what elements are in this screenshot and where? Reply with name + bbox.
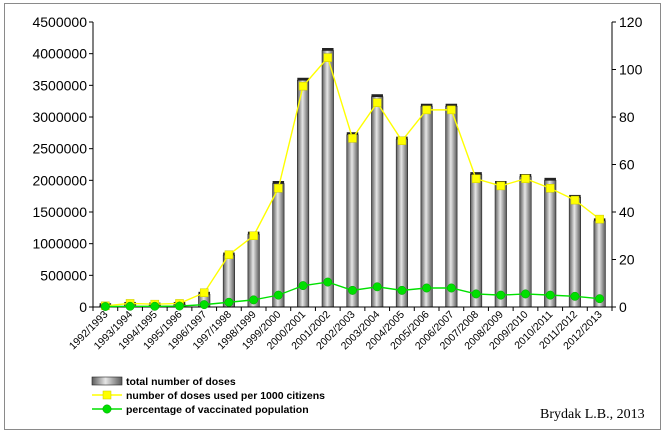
series-point-1 — [199, 288, 209, 297]
right-tick-label: 40 — [619, 204, 635, 220]
bar-2010/2011 — [544, 180, 557, 308]
credit-text: Brydak L.B., 2013 — [540, 407, 645, 422]
right-tick-label: 60 — [619, 157, 635, 173]
series-point-2 — [175, 301, 184, 311]
series-point-2 — [199, 300, 209, 310]
series-point-1 — [595, 214, 604, 224]
legend-label-bar: total number of doses — [126, 376, 236, 388]
bar-2008/2009 — [494, 183, 507, 308]
bar-cap-2006/2007 — [445, 103, 458, 107]
bar-cap-2001/2002 — [322, 48, 334, 51]
bar-2001/2002 — [321, 50, 334, 308]
series-point-2 — [249, 295, 259, 305]
left-tick-label: 1500000 — [32, 204, 87, 220]
bar-cap-2010/2011 — [544, 177, 556, 181]
series-point-2 — [595, 294, 605, 304]
series-point-1 — [249, 231, 258, 240]
left-tick-label: 4500000 — [32, 14, 87, 30]
series-point-1 — [274, 184, 283, 193]
series-point-1 — [570, 195, 580, 205]
right-tick-label: 120 — [619, 14, 643, 30]
series-point-1 — [323, 53, 333, 62]
bar-2002/2003 — [346, 134, 359, 308]
left-tick-label: 3500000 — [32, 77, 87, 93]
bar-2003/2004 — [371, 96, 384, 308]
legend-marker-2 — [102, 404, 112, 414]
bar-2007/2008 — [470, 174, 483, 308]
series-point-2 — [224, 297, 234, 307]
bar-cap-2000/2001 — [297, 77, 309, 81]
series-point-1 — [447, 105, 456, 115]
left-tick-label: 0 — [79, 299, 87, 315]
bar-cap-2003/2004 — [371, 94, 383, 97]
series-point-2 — [521, 289, 530, 299]
left-tick-label: 1000000 — [32, 236, 87, 252]
bar-cap-1999/2000 — [272, 181, 285, 184]
right-tick-label: 100 — [619, 62, 643, 78]
series-point-2 — [125, 301, 135, 311]
series-point-2 — [397, 285, 407, 295]
right-tick-label: 0 — [619, 299, 627, 315]
right-tick-label: 80 — [619, 109, 635, 125]
series-point-2 — [298, 281, 308, 291]
series-point-2 — [372, 282, 382, 292]
series-point-1 — [348, 134, 357, 143]
bar-2011/2012 — [568, 197, 581, 308]
legend-label-2: percentage of vaccinated population — [126, 404, 309, 416]
legend-swatch-bar — [91, 376, 123, 386]
legend-label-1: number of doses used per 1000 citizens — [126, 390, 325, 402]
series-point-1 — [545, 184, 555, 193]
series-point-2 — [446, 283, 456, 293]
legend-marker-1 — [102, 390, 112, 400]
series-point-1 — [496, 181, 506, 191]
series-point-1 — [298, 81, 308, 91]
bar-cap-2007/2008 — [470, 172, 482, 175]
series-point-1 — [224, 250, 234, 259]
bar-2012/2013 — [593, 220, 606, 308]
left-tick-label: 500000 — [40, 267, 87, 283]
left-tick-label: 2500000 — [32, 141, 87, 157]
series-point-1 — [422, 105, 431, 115]
bar-2009/2010 — [519, 176, 532, 308]
bar-cap-2005/2006 — [420, 103, 433, 107]
bar-2006/2007 — [445, 105, 458, 308]
series-point-1 — [471, 174, 481, 183]
series-point-2 — [348, 285, 357, 295]
series-point-1 — [397, 136, 407, 145]
series-point-2 — [323, 277, 333, 287]
left-tick-label: 3000000 — [32, 109, 87, 125]
series-point-2 — [496, 290, 506, 300]
series-point-1 — [521, 174, 530, 183]
series-point-2 — [545, 290, 555, 300]
series-point-2 — [422, 283, 432, 293]
bar-2004/2005 — [395, 138, 408, 308]
series-point-2 — [471, 289, 481, 299]
bar-cap-2002/2003 — [346, 132, 359, 135]
bar-2000/2001 — [297, 79, 310, 308]
right-tick-label: 20 — [619, 252, 635, 268]
series-point-2 — [100, 302, 110, 311]
series-point-1 — [372, 98, 382, 107]
bar-2005/2006 — [420, 105, 433, 308]
bar-1999/2000 — [272, 183, 285, 308]
series-point-2 — [273, 290, 283, 300]
series-point-2 — [150, 301, 160, 311]
left-tick-label: 2000000 — [32, 172, 87, 188]
series-point-2 — [570, 291, 580, 301]
left-tick-label: 4000000 — [32, 46, 87, 62]
